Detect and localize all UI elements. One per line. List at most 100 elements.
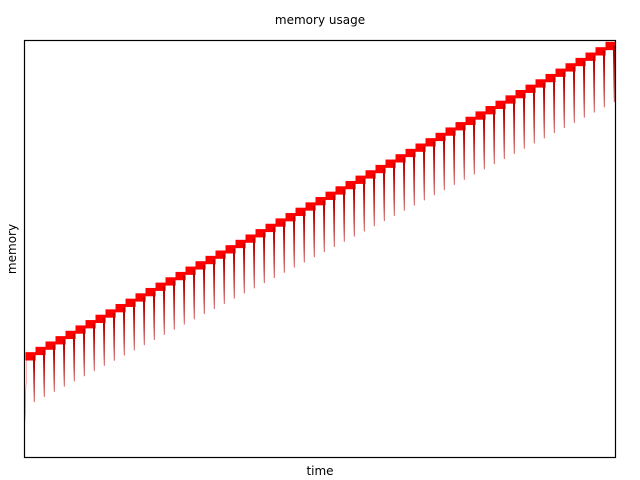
series-plateau-13 (145, 287, 156, 297)
series-dip-54 (562, 72, 566, 129)
series-plateau-17 (185, 266, 196, 275)
series-dip-47 (492, 109, 496, 165)
series-plateau-58 (595, 47, 606, 56)
plot-area (25, 41, 616, 425)
series-dip-27 (292, 216, 296, 268)
series-dip-49 (512, 99, 516, 154)
series-plateau-7 (85, 320, 96, 329)
series-dip-23 (252, 238, 256, 289)
series-plateau-16 (175, 271, 186, 281)
series-plateau-39 (405, 148, 416, 158)
series-plateau-40 (415, 143, 426, 152)
series-dip-14 (162, 286, 166, 335)
series-plateau-45 (465, 116, 476, 126)
series-plateau-53 (545, 73, 556, 83)
series-plateau-22 (235, 239, 246, 249)
series-plateau-33 (345, 180, 356, 190)
series-dip-5 (72, 334, 76, 382)
series-plateau-1 (25, 352, 36, 361)
series-plateau-56 (575, 57, 586, 67)
series-dip-6 (82, 329, 86, 377)
series-plateau-25 (265, 223, 276, 233)
series-dip-18 (202, 265, 206, 315)
series-plateau-2 (35, 346, 46, 356)
series-dip-48 (502, 104, 506, 160)
series-plateau-42 (435, 132, 446, 142)
series-dip-12 (142, 297, 146, 346)
series-dip-8 (102, 318, 106, 366)
series-initial-ramp (25, 348, 28, 425)
series-plateau-47 (485, 106, 496, 115)
series-plateau-29 (305, 202, 316, 211)
series-dip-4 (62, 339, 66, 387)
series-dip-15 (172, 281, 176, 330)
series-plateau-46 (475, 111, 486, 120)
series-dip-20 (222, 254, 226, 304)
series-dip-44 (462, 125, 466, 180)
series-dip-39 (412, 152, 416, 206)
series-plateau-23 (245, 234, 256, 243)
series-dip-31 (332, 195, 336, 247)
series-dip-37 (392, 163, 396, 216)
series-plateau-3 (45, 341, 56, 350)
series-dip-56 (582, 61, 586, 118)
series-dip-3 (52, 345, 56, 392)
series-dip-16 (182, 275, 186, 325)
series-dip-13 (152, 291, 156, 341)
series-dip-41 (432, 142, 436, 196)
series-plateau-52 (535, 79, 546, 88)
series-dip-10 (122, 307, 126, 356)
series-dip-40 (422, 147, 426, 201)
series-dip-2 (42, 350, 46, 397)
series-plateau-37 (385, 159, 396, 168)
series-plateau-28 (295, 207, 306, 217)
series-plateau-5 (65, 330, 76, 340)
series-dip-7 (92, 323, 96, 372)
series-plateau-49 (505, 95, 516, 104)
series-dip-24 (262, 232, 266, 284)
series-dip-29 (312, 206, 316, 258)
series-dip-46 (482, 115, 486, 170)
series-plateau-4 (55, 336, 66, 345)
y-axis-label: memory (5, 224, 19, 274)
series-dip-59 (612, 45, 616, 103)
series-plateau-8 (95, 314, 106, 324)
series-plateau-35 (365, 170, 376, 179)
series-dip-53 (552, 77, 556, 134)
series-plateau-31 (325, 191, 336, 200)
series-plateau-51 (525, 84, 536, 93)
plot-frame (23, 39, 617, 459)
series-dip-22 (242, 243, 246, 294)
series-plateau-6 (75, 325, 86, 334)
series-plateau-11 (125, 298, 136, 307)
series-plateau-30 (315, 197, 326, 206)
series-plateau-43 (445, 127, 456, 136)
series-plateau-41 (425, 138, 436, 147)
series-plateau-14 (155, 282, 166, 291)
series-plateau-19 (205, 255, 216, 265)
series-dip-25 (272, 227, 276, 278)
series-dip-9 (112, 313, 116, 361)
series-dip-58 (602, 51, 606, 108)
series-plateau-57 (585, 52, 596, 61)
series-plateau-20 (215, 250, 226, 259)
series-dip-26 (282, 222, 286, 273)
series-plateau-48 (495, 100, 506, 110)
series-plateau-21 (225, 245, 236, 254)
series-plateau-50 (515, 89, 526, 99)
series-dip-36 (382, 168, 386, 222)
series-dip-30 (322, 200, 326, 253)
series-dip-11 (132, 302, 136, 351)
series-plateau-55 (565, 63, 576, 72)
series-plateau-9 (105, 309, 116, 318)
series-plateau-38 (395, 154, 406, 163)
series-dip-43 (452, 131, 456, 185)
series-dip-32 (342, 190, 346, 242)
series-plateau-10 (115, 304, 126, 313)
series-dip-50 (522, 93, 526, 149)
series-dip-38 (402, 158, 406, 211)
series-dip-33 (352, 184, 356, 237)
series-plateau-36 (375, 164, 386, 174)
series-dip-42 (442, 136, 446, 191)
